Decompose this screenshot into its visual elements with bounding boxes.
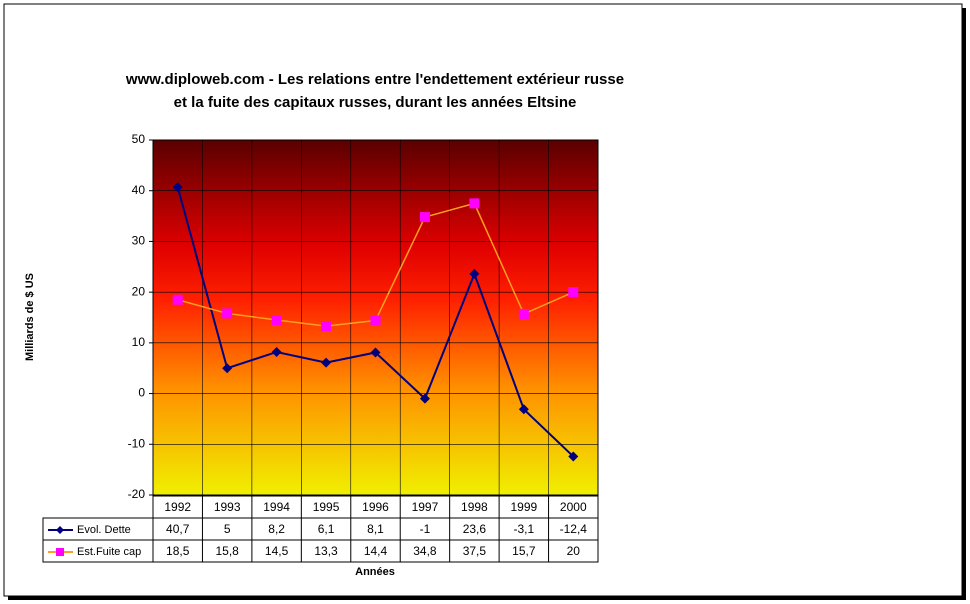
chart-title: www.diploweb.com - Les relations entre l…: [125, 71, 624, 88]
marker: [469, 198, 480, 209]
x-tick-label: 1998: [461, 500, 488, 514]
x-axis-title: Années: [355, 566, 395, 578]
x-tick-label: 1996: [362, 500, 389, 514]
marker: [222, 308, 233, 319]
value-label: 37,5: [463, 544, 487, 558]
marker: [56, 548, 64, 556]
x-tick-label: 1995: [313, 500, 340, 514]
x-tick-label: 1993: [214, 500, 241, 514]
y-tick-label: -20: [128, 487, 146, 501]
y-tick-label: -10: [128, 436, 146, 450]
x-tick-label: 2000: [560, 500, 587, 514]
marker: [321, 321, 332, 332]
value-label: -3,1: [513, 522, 534, 536]
value-label: 18,5: [166, 544, 190, 558]
value-label: 14,5: [265, 544, 289, 558]
x-tick-label: 1999: [510, 500, 537, 514]
value-label: 40,7: [166, 522, 190, 536]
marker: [419, 393, 430, 404]
value-label: -1: [420, 522, 431, 536]
y-tick-label: 30: [132, 234, 146, 248]
value-label: -12,4: [560, 522, 588, 536]
chart-subtitle: et la fuite des capitaux russes, durant …: [174, 94, 577, 111]
marker: [172, 182, 183, 193]
y-axis-title: Milliards de $ US: [24, 273, 36, 361]
x-tick-label: 1997: [412, 500, 439, 514]
y-tick-label: 0: [138, 386, 145, 400]
marker: [568, 451, 579, 462]
x-tick-label: 1994: [263, 500, 290, 514]
value-label: 8,1: [367, 522, 384, 536]
marker: [518, 308, 529, 319]
marker: [518, 404, 529, 415]
marker: [568, 287, 579, 298]
legend-label: Est.Fuite cap: [77, 546, 141, 558]
value-label: 34,8: [413, 544, 437, 558]
y-tick-label: 10: [132, 335, 146, 349]
legend-label: Evol. Dette: [77, 524, 131, 536]
value-label: 23,6: [463, 522, 487, 536]
marker: [321, 357, 332, 368]
marker: [222, 363, 233, 374]
marker: [419, 212, 430, 223]
marker: [370, 347, 381, 358]
marker: [172, 294, 183, 305]
value-label: 15,8: [215, 544, 239, 558]
value-label: 20: [567, 544, 581, 558]
value-label: 14,4: [364, 544, 388, 558]
marker: [56, 526, 64, 534]
marker: [271, 346, 282, 357]
y-tick-label: 40: [132, 183, 146, 197]
x-tick-label: 1992: [164, 500, 191, 514]
value-label: 6,1: [318, 522, 335, 536]
y-tick-label: 20: [132, 284, 146, 298]
value-label: 13,3: [314, 544, 338, 558]
marker: [271, 315, 282, 326]
y-tick-label: 50: [132, 132, 146, 146]
marker: [370, 315, 381, 326]
value-label: 8,2: [268, 522, 285, 536]
value-label: 5: [224, 522, 231, 536]
marker: [469, 268, 480, 279]
value-label: 15,7: [512, 544, 536, 558]
